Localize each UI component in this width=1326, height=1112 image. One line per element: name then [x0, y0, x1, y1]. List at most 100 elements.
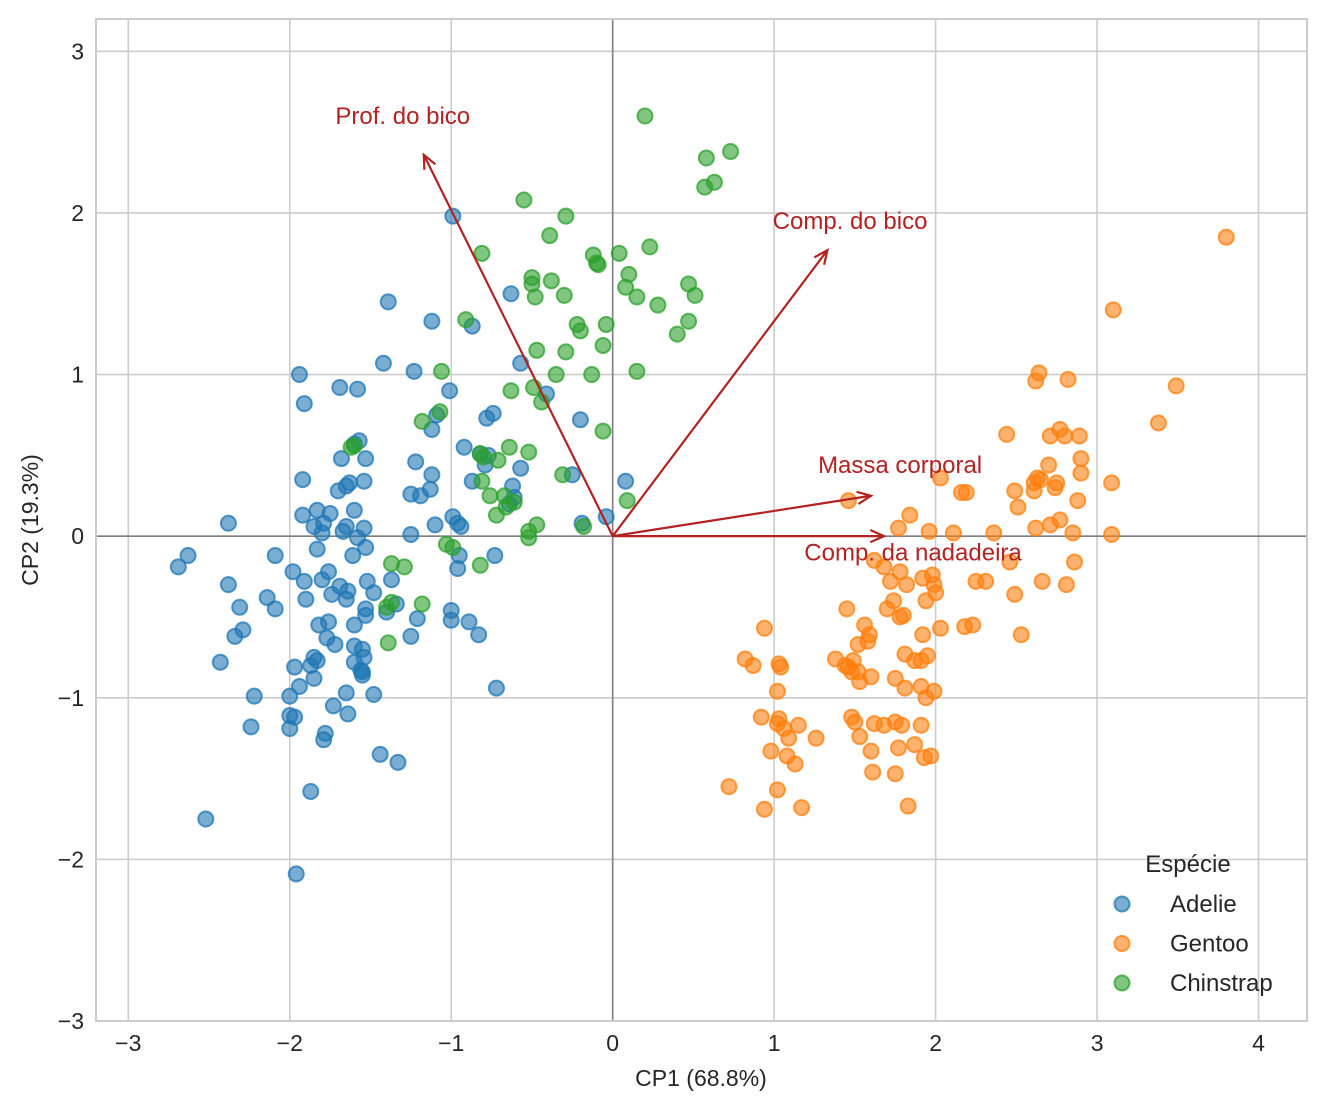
- data-point: [486, 547, 504, 565]
- data-point: [649, 296, 667, 314]
- data-point: [344, 547, 362, 565]
- tick-labels: −3 −2 −1 0 1 2 3 4 −3 −2 −1 0 1 2 3: [58, 38, 1265, 1056]
- data-point: [755, 800, 773, 818]
- data-point: [864, 763, 882, 781]
- data-point: [931, 619, 949, 637]
- data-point: [906, 736, 924, 754]
- data-point: [885, 592, 903, 610]
- data-point: [245, 687, 263, 705]
- data-point: [355, 472, 373, 490]
- data-point: [478, 409, 496, 427]
- data-point: [594, 422, 612, 440]
- data-point: [985, 524, 1003, 542]
- data-point: [405, 362, 423, 380]
- data-point: [302, 783, 320, 801]
- data-point: [1027, 372, 1045, 390]
- y-tick-label: −1: [58, 685, 84, 711]
- data-point: [315, 731, 333, 749]
- data-point: [286, 658, 304, 676]
- data-point: [617, 472, 635, 490]
- data-point: [489, 451, 507, 469]
- data-point: [379, 293, 397, 311]
- loading-arrow-shaft: [422, 154, 614, 537]
- data-point: [547, 366, 565, 384]
- y-tick-label: −2: [58, 846, 84, 872]
- data-point: [977, 572, 995, 590]
- data-point: [875, 558, 893, 576]
- data-point: [365, 686, 383, 704]
- y-tick-label: 3: [71, 38, 84, 64]
- loading-arrow-head: [422, 152, 437, 170]
- data-point: [500, 438, 518, 456]
- data-point: [618, 492, 636, 510]
- legend-label: Adelie: [1170, 891, 1237, 918]
- data-point: [470, 626, 488, 644]
- data-point: [281, 719, 299, 737]
- data-point: [412, 487, 430, 505]
- x-axis-label: CP1 (68.8%): [635, 1065, 767, 1091]
- data-point: [423, 312, 441, 330]
- data-point: [851, 673, 869, 691]
- data-point: [1064, 524, 1082, 542]
- data-point: [1072, 464, 1090, 482]
- data-point: [557, 207, 575, 225]
- data-point: [571, 411, 589, 429]
- data-point: [512, 459, 530, 477]
- data-point: [1048, 474, 1066, 492]
- data-point: [473, 472, 491, 490]
- data-point: [786, 755, 804, 773]
- data-point: [382, 571, 400, 589]
- loading-arrow-shaft: [611, 249, 829, 537]
- data-point: [357, 538, 375, 556]
- data-point: [893, 716, 911, 734]
- series-chinstrap: [342, 107, 740, 652]
- data-point: [912, 716, 930, 734]
- data-point: [944, 524, 962, 542]
- data-point: [1057, 576, 1075, 594]
- data-point: [365, 584, 383, 602]
- data-point: [886, 765, 904, 783]
- data-point: [433, 362, 451, 380]
- data-point: [287, 865, 305, 883]
- data-point: [898, 576, 916, 594]
- data-point: [1167, 377, 1185, 395]
- plot-area: [96, 19, 1307, 1021]
- data-point: [441, 382, 459, 400]
- data-point: [1033, 572, 1051, 590]
- data-point: [789, 716, 807, 734]
- data-point: [449, 559, 467, 577]
- data-point: [331, 378, 349, 396]
- data-point: [402, 526, 420, 544]
- data-point: [281, 687, 299, 705]
- scatter-points: [169, 107, 1235, 883]
- x-tick-label: 1: [768, 1030, 781, 1056]
- data-point: [395, 558, 413, 576]
- y-tick-label: 2: [71, 200, 84, 226]
- data-point: [326, 635, 344, 653]
- loading-label: Prof. do bico: [335, 103, 470, 130]
- data-point: [1001, 553, 1019, 571]
- data-point: [1027, 519, 1045, 537]
- data-point: [896, 679, 914, 697]
- data-point: [1217, 228, 1235, 246]
- data-point: [889, 519, 907, 537]
- data-point: [680, 312, 698, 330]
- data-point: [357, 606, 375, 624]
- data-point: [413, 595, 431, 613]
- data-point: [357, 450, 375, 468]
- data-point: [1006, 482, 1024, 500]
- data-point: [226, 627, 244, 645]
- loading-label: Comp. do bico: [773, 208, 928, 235]
- plot-frame: [95, 18, 1308, 1022]
- data-point: [964, 616, 982, 634]
- data-point: [720, 778, 738, 796]
- series-adelie: [169, 207, 635, 883]
- data-point: [413, 412, 431, 430]
- loading-arrow-head: [856, 490, 874, 505]
- x-tick-label: 4: [1252, 1030, 1265, 1056]
- legend: Espécie Adelie Gentoo Chinstrap: [1113, 851, 1273, 997]
- data-point: [345, 501, 363, 519]
- data-point: [617, 278, 635, 296]
- data-point: [1149, 414, 1167, 432]
- data-point: [583, 366, 601, 384]
